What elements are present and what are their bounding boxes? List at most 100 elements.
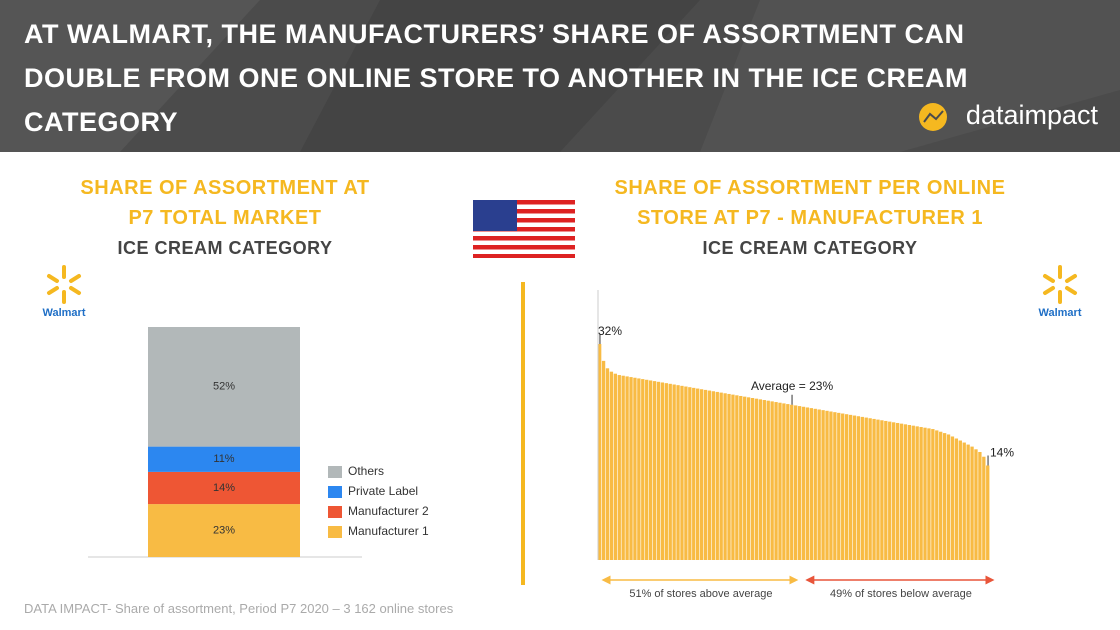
bar — [927, 428, 931, 560]
bar — [915, 426, 919, 560]
bar — [684, 386, 688, 560]
chart-title: SHARE OF ASSORTMENT AT P7 TOTAL MARKET — [80, 177, 370, 229]
bar-segment — [148, 327, 300, 447]
bar — [903, 424, 908, 560]
bar — [970, 446, 974, 560]
bar — [809, 408, 813, 560]
bar — [860, 416, 864, 560]
bar — [884, 420, 888, 560]
bar — [731, 394, 735, 560]
bar — [982, 456, 986, 560]
bar — [715, 391, 719, 560]
bar — [743, 396, 747, 560]
bar — [637, 378, 641, 560]
bar — [660, 382, 665, 560]
bar — [746, 397, 751, 560]
bar — [837, 412, 841, 560]
bar — [633, 377, 637, 560]
bar — [848, 414, 853, 560]
brand-icon-line — [923, 110, 944, 123]
bar — [919, 427, 923, 560]
bar — [664, 383, 668, 560]
bar — [852, 415, 857, 560]
annotation: Average = 23% — [751, 379, 834, 393]
bar — [723, 393, 727, 560]
chart-title: SHARE OF ASSORTMENT PER ONLINE STORE AT … — [614, 177, 1006, 229]
value-label: 11% — [213, 453, 234, 465]
bar — [613, 373, 617, 560]
value-label: 52% — [213, 381, 235, 393]
bar — [692, 387, 696, 560]
bar — [856, 416, 861, 560]
bar — [946, 434, 951, 560]
legend-label: Manufacturer 2 — [348, 504, 429, 518]
bar — [833, 412, 837, 560]
bar — [676, 385, 680, 560]
bar — [703, 389, 708, 560]
bar — [864, 417, 868, 560]
walmart-logo: Walmart — [43, 265, 86, 319]
retailer-name: Walmart — [1039, 307, 1082, 319]
bar — [621, 375, 625, 560]
bar — [895, 422, 900, 560]
bar — [645, 379, 649, 560]
bar — [794, 405, 798, 560]
bar — [770, 401, 774, 560]
bar-segment — [148, 504, 300, 557]
source-note: DATA IMPACT- Share of assortment, Period… — [24, 601, 454, 616]
legend-swatch — [328, 466, 342, 478]
bar — [888, 421, 892, 560]
chart-subtitle: ICE CREAM CATEGORY — [702, 238, 918, 258]
bar — [629, 377, 633, 560]
bar — [609, 371, 614, 560]
bar — [652, 381, 657, 560]
bar — [707, 390, 712, 560]
bar — [880, 420, 884, 560]
bar — [844, 414, 849, 560]
bar — [617, 375, 621, 560]
bar — [727, 393, 731, 560]
bar — [754, 398, 759, 560]
bar — [766, 400, 770, 560]
bar — [950, 436, 955, 560]
bar — [648, 380, 653, 560]
bar — [605, 368, 610, 560]
us-flag — [473, 200, 575, 258]
bar — [758, 399, 763, 560]
header-pattern — [300, 0, 700, 152]
bar-segment — [148, 471, 300, 505]
bar — [907, 425, 911, 560]
annotation: 14% — [990, 446, 1014, 460]
header-title: AT WALMART, THE MANUFACTURERS’ SHARE OF … — [24, 19, 969, 137]
chart-subtitle: ICE CREAM CATEGORY — [117, 238, 333, 258]
bar — [821, 410, 825, 560]
bar — [672, 384, 676, 560]
span-label: 51% of stores above average — [629, 588, 772, 600]
bar — [668, 383, 672, 560]
bar — [911, 425, 915, 560]
bar — [688, 387, 692, 560]
walmart-logo: Walmart — [1039, 265, 1082, 319]
bar — [801, 406, 806, 560]
bar — [892, 422, 896, 560]
bar — [774, 402, 778, 560]
bar — [986, 465, 990, 560]
legend-label: Others — [348, 464, 384, 478]
bar — [962, 442, 966, 560]
bar — [942, 433, 947, 560]
bar — [978, 452, 982, 560]
span-label: 49% of stores below average — [830, 588, 972, 600]
header-pattern — [0, 0, 260, 152]
bar — [825, 410, 829, 560]
bar — [974, 449, 978, 560]
bar — [872, 418, 876, 560]
brand: dataimpact — [965, 100, 1098, 130]
bar — [935, 430, 939, 560]
bar — [625, 376, 629, 560]
retailer-name: Walmart — [43, 307, 86, 319]
bar — [923, 427, 927, 560]
value-label: 23% — [213, 524, 235, 536]
legend-swatch — [328, 506, 342, 518]
bar — [641, 379, 645, 560]
